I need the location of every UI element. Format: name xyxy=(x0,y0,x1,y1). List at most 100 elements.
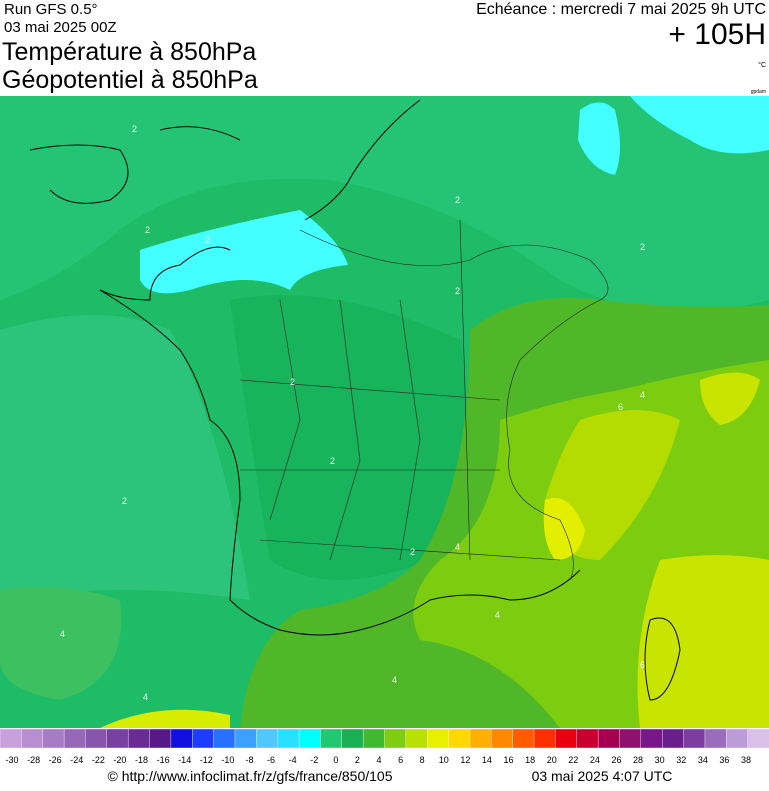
colorbar-label: -4 xyxy=(289,755,297,765)
title-geopotential: Géopotentiel à 850hPa xyxy=(2,66,258,94)
colorbar-label: 2 xyxy=(355,755,360,765)
colorbar-swatch xyxy=(278,729,300,748)
colorbar-label: -24 xyxy=(70,755,83,765)
colorbar-label: -30 xyxy=(5,755,18,765)
contour-label: 4 xyxy=(455,542,460,552)
colorbar-swatch xyxy=(641,729,663,748)
colorbar-swatch xyxy=(85,729,107,748)
run-label: Run GFS 0.5° xyxy=(4,1,98,18)
colorbar-swatch xyxy=(192,729,214,748)
colorbar-label: -12 xyxy=(200,755,213,765)
lead-time: + 105H xyxy=(668,18,766,51)
colorbar-swatch xyxy=(21,729,43,748)
colorbar-label: 10 xyxy=(439,755,449,765)
colorbar-swatch xyxy=(342,729,364,748)
contour-label: 4 xyxy=(60,629,65,639)
colorbar-label: 6 xyxy=(398,755,403,765)
colorbar-label: 28 xyxy=(633,755,643,765)
colorbar-swatch xyxy=(449,729,471,748)
colorbar-swatch xyxy=(235,729,257,748)
colorbar-swatch xyxy=(171,729,193,748)
colorbar-swatch xyxy=(128,729,150,748)
colorbar-swatch xyxy=(256,729,278,748)
colorbar-label: 22 xyxy=(568,755,578,765)
colorbar-swatch xyxy=(0,729,22,748)
colorbar-label: 8 xyxy=(420,755,425,765)
contour-label: 2 xyxy=(122,496,127,506)
colorbar-label: -2 xyxy=(310,755,318,765)
contour-label: 4 xyxy=(495,610,500,620)
colorbar-swatch xyxy=(470,729,492,748)
colorbar-label: 16 xyxy=(504,755,514,765)
colorbar-swatch xyxy=(43,729,65,748)
contour-label: 2 xyxy=(640,242,645,252)
colorbar-label: -28 xyxy=(27,755,40,765)
colorbar-swatch xyxy=(598,729,620,748)
colorbar-swatch xyxy=(705,729,727,748)
colorbar-label: -14 xyxy=(178,755,191,765)
colorbar-swatch xyxy=(107,729,129,748)
colorbar-label: 36 xyxy=(719,755,729,765)
colorbar-label: -22 xyxy=(92,755,105,765)
footer-generated: 03 mai 2025 4:07 UTC xyxy=(532,768,673,784)
title-temperature: Température à 850hPa xyxy=(2,38,256,66)
colorbar-label: 38 xyxy=(741,755,751,765)
contour-label: 2 xyxy=(205,235,210,245)
unit: °C xyxy=(758,61,766,69)
colorbar-label: 0 xyxy=(333,755,338,765)
colorbar-label: 18 xyxy=(525,755,535,765)
field-corsica-zone xyxy=(638,555,769,728)
colorbar-swatch xyxy=(299,729,321,748)
colorbar-swatch xyxy=(577,729,599,748)
colorbar-label: 4 xyxy=(376,755,381,765)
colorbar-swatch xyxy=(662,729,684,748)
colorbar-swatch xyxy=(385,729,407,748)
colorbar-swatch xyxy=(320,729,342,748)
colorbar-label: -20 xyxy=(113,755,126,765)
map-field xyxy=(0,96,769,728)
colorbar-swatch xyxy=(406,729,428,748)
colorbar-swatch xyxy=(619,729,641,748)
valid-time: Echéance : mercredi 7 mai 2025 9h UTC xyxy=(476,1,766,18)
contour-label: 4 xyxy=(392,675,397,685)
colorbar-label: 32 xyxy=(676,755,686,765)
colorbar-swatch xyxy=(363,729,385,748)
colorbar-label: -8 xyxy=(245,755,253,765)
contour-label: 2 xyxy=(330,456,335,466)
contour-label: 6 xyxy=(640,660,645,670)
colorbar-swatch xyxy=(64,729,86,748)
colorbar-label: -6 xyxy=(267,755,275,765)
contour-label: 4 xyxy=(143,692,148,702)
colorbar-label: 12 xyxy=(460,755,470,765)
colorbar-swatch xyxy=(150,729,172,748)
contour-label: 2 xyxy=(132,124,137,134)
colorbar-label: 24 xyxy=(590,755,600,765)
colorbar-label: 20 xyxy=(547,755,557,765)
colorbar-swatch xyxy=(684,729,706,748)
colorbar-swatch xyxy=(726,729,748,748)
colorbar-label: -26 xyxy=(49,755,62,765)
contour-label: 2 xyxy=(290,377,295,387)
colorbar-label: -16 xyxy=(157,755,170,765)
contour-label: 2 xyxy=(410,547,415,557)
colorbar-label: -18 xyxy=(135,755,148,765)
contour-label: 2 xyxy=(455,195,460,205)
colorbar-swatch xyxy=(214,729,236,748)
colorbar-label: 34 xyxy=(698,755,708,765)
colorbar-swatch xyxy=(491,729,513,748)
unit-gpdam: gpdam xyxy=(751,89,766,95)
colorbar-label: 26 xyxy=(611,755,621,765)
contour-label: 2 xyxy=(455,286,460,296)
colorbar-label: -10 xyxy=(221,755,234,765)
colorbar-label: 14 xyxy=(482,755,492,765)
colorbar-swatch xyxy=(513,729,535,748)
colorbar-swatch xyxy=(427,729,449,748)
colorbar-swatch xyxy=(748,729,769,748)
colorbar-label: 30 xyxy=(655,755,665,765)
colorbar-swatch xyxy=(534,729,556,748)
contour-label: 4 xyxy=(640,390,645,400)
contour-label: 6 xyxy=(618,402,623,412)
run-date: 03 mai 2025 00Z xyxy=(4,19,117,36)
colorbar: -30-28-26-24-22-20-18-16-14-12-10-8-6-4-… xyxy=(0,729,769,765)
